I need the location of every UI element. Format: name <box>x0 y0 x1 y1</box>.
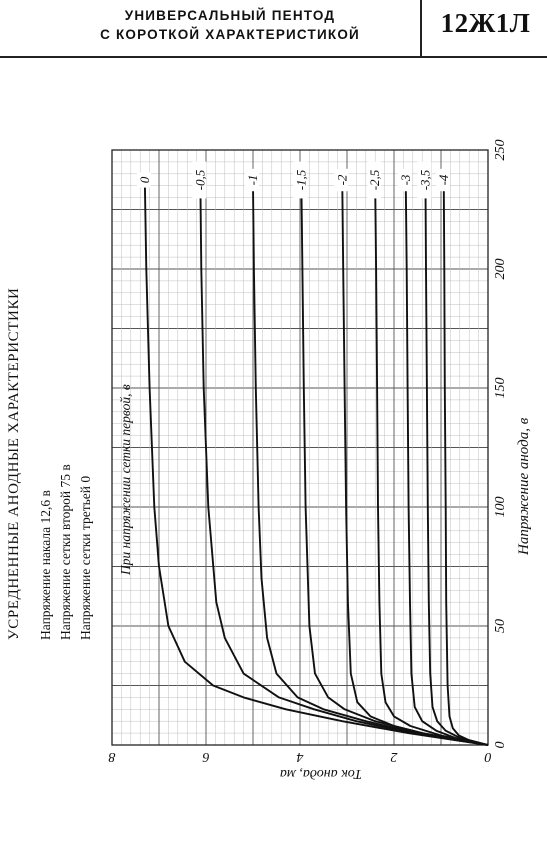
y-tick-label: 8 <box>109 749 116 764</box>
curve-label-bg-7 <box>417 161 432 199</box>
curve-label-bg-4 <box>334 168 349 192</box>
chart-curves <box>143 185 489 746</box>
header-divider <box>420 0 422 57</box>
curve-label-8: -4 <box>436 174 451 185</box>
header-rule <box>0 56 547 58</box>
chart-tick-labels: 0 50 100 150 200 250 0 2 4 6 8 <box>109 140 509 765</box>
notes-filament-voltage: Напряжение накала 12,6 в <box>38 490 53 640</box>
notes-suppressor-voltage: Напряжение сетки третьей 0 <box>78 476 93 640</box>
curve-label-bg-6 <box>397 168 412 192</box>
x-tick-label: 150 <box>493 378 508 399</box>
curve-label-0: 0 <box>137 176 152 183</box>
y-tick-label: 4 <box>297 749 304 764</box>
curve-vg-1 <box>199 185 489 746</box>
notes-heading: УСРЕДНЕННЫЕ АНОДНЫЕ ХАРАКТЕРИСТИКИ <box>6 288 22 641</box>
curve-label-2: -1 <box>245 175 260 186</box>
chart-curve-labels: 0 -0,5 -1 -1,5 -2 -2,5 -3 -3,5 -4 <box>136 161 451 199</box>
curve-label-4: -2 <box>334 174 349 185</box>
curve-vg-5 <box>374 185 489 746</box>
curve-label-bg-2 <box>245 168 259 192</box>
title-line-1: УНИВЕРСАЛЬНЫЙ ПЕНТОД <box>124 8 336 23</box>
tube-description: УНИВЕРСАЛЬНЫЙ ПЕНТОД С КОРОТКОЙ ХАРАКТЕР… <box>60 6 400 44</box>
curve-label-1: -0,5 <box>192 169 207 190</box>
chart-grid <box>111 149 489 746</box>
chart-notes: УСРЕДНЕННЫЕ АНОДНЫЕ ХАРАКТЕРИСТИКИ Напря… <box>6 288 93 641</box>
curve-label-bg-5 <box>367 161 382 199</box>
curve-vg-8 <box>442 185 489 746</box>
y-tick-label: 2 <box>391 749 398 764</box>
curve-label-6: -3 <box>398 174 413 185</box>
curve-vg-7 <box>424 185 489 746</box>
plot-frame <box>111 149 489 746</box>
y-tick-label: 0 <box>485 749 492 764</box>
page-header: УНИВЕРСАЛЬНЫЙ ПЕНТОД С КОРОТКОЙ ХАРАКТЕР… <box>0 0 547 58</box>
curve-label-bg-8 <box>435 168 450 192</box>
curve-label-5: -2,5 <box>367 169 382 190</box>
x-tick-label: 250 <box>493 140 508 161</box>
curve-label-bg-0 <box>136 172 151 188</box>
x-tick-label: 50 <box>493 619 508 633</box>
x-tick-label: 200 <box>493 259 508 280</box>
series-caption: При напряжении сетки первой, в <box>118 384 133 576</box>
title-line-2: С КОРОТКОЙ ХАРАКТЕРИСТИКОЙ <box>100 27 360 42</box>
curve-label-3: -1,5 <box>293 169 308 190</box>
notes-screen-voltage: Напряжение сетки второй 75 в <box>58 464 73 640</box>
curve-vg-2 <box>252 185 489 746</box>
curve-vg-4 <box>341 185 489 746</box>
x-tick-label: 100 <box>493 497 508 518</box>
x-tick-label: 0 <box>493 742 508 749</box>
curve-label-7: -3,5 <box>417 169 432 190</box>
x-axis-title: Напряжение анода, в <box>516 417 532 556</box>
y-axis-title: Ток анода, ма <box>280 766 362 781</box>
tube-code: 12Ж1Л <box>440 8 531 38</box>
curve-vg-6 <box>404 185 489 746</box>
curve-vg-0 <box>143 185 489 746</box>
y-tick-label: 6 <box>203 749 210 764</box>
curve-label-bg-1 <box>192 161 207 199</box>
curve-label-bg-3 <box>293 161 308 199</box>
